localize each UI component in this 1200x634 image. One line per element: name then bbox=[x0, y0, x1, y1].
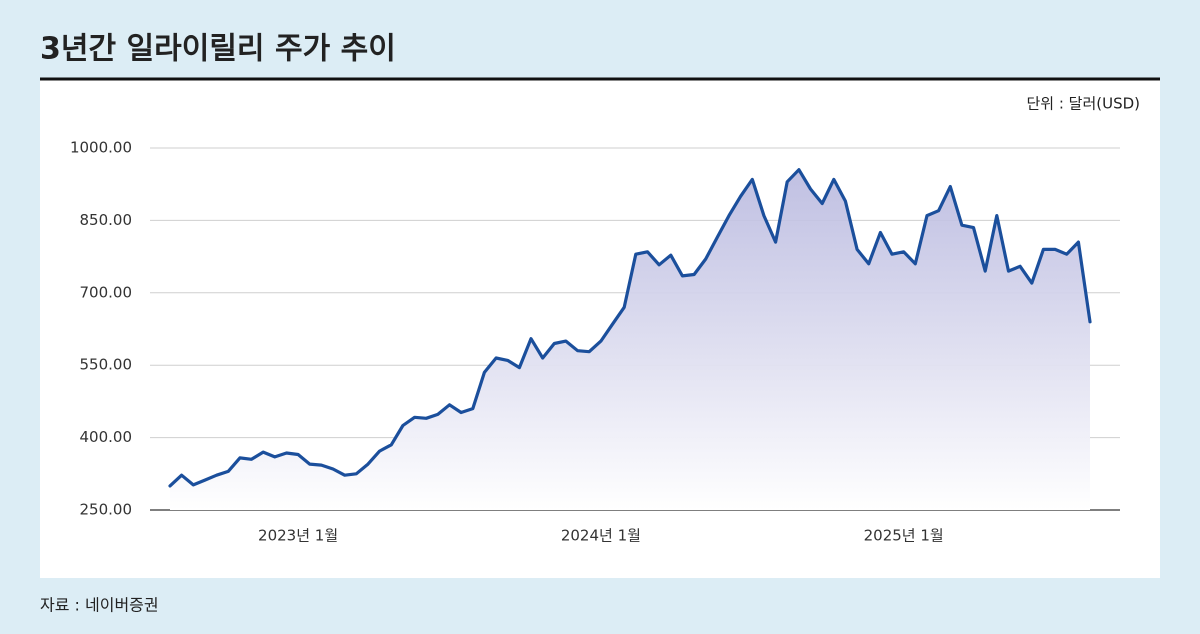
unit-label: 단위 : 달러(USD) bbox=[1026, 95, 1140, 113]
x-tick-label: 2023년 1월 bbox=[258, 527, 338, 545]
line bbox=[168, 168, 1092, 488]
y-tick-label: 850.00 bbox=[80, 211, 133, 229]
y-tick-label: 400.00 bbox=[80, 428, 133, 446]
y-tick-label: 700.00 bbox=[80, 283, 133, 301]
source: 자료 : 네이버증권 bbox=[40, 596, 159, 615]
chart-title: 3년간 일라이릴리 주가 추이 bbox=[40, 32, 396, 67]
y-tick-label: 1000.00 bbox=[70, 139, 132, 157]
x-tick-label: 2024년 1월 bbox=[561, 527, 641, 545]
y-tick-label: 550.00 bbox=[80, 356, 133, 374]
y-tick-label: 250.00 bbox=[80, 501, 133, 519]
x-tick-label: 2025년 1월 bbox=[864, 527, 944, 545]
